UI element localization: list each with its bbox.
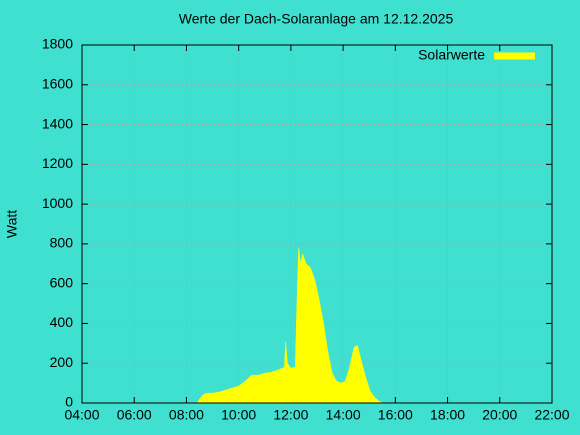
x-tick-label: 16:00	[378, 407, 413, 423]
area	[196, 247, 384, 404]
x-tick-label: 08:00	[169, 407, 204, 423]
y-tick-label: 400	[50, 314, 74, 330]
x-tick-label: 10:00	[221, 407, 256, 423]
y-tick-label: 1000	[42, 195, 73, 211]
y-tick-label: 1800	[42, 36, 73, 52]
legend-label: Solarwerte	[418, 47, 485, 63]
x-tick-label: 22:00	[534, 407, 569, 423]
y-axis-label: Watt	[4, 210, 20, 238]
chart-title: Werte der Dach-Solaranlage am 12.12.2025	[179, 11, 454, 27]
y-tick-label: 1400	[42, 115, 73, 131]
y-tick-label: 0	[65, 394, 73, 410]
x-tick-label: 20:00	[482, 407, 517, 423]
y-tick-label: 600	[50, 274, 74, 290]
y-tick-label: 1200	[42, 155, 73, 171]
x-tick-label: 06:00	[117, 407, 152, 423]
x-tick-label: 12:00	[273, 407, 308, 423]
y-tick-label: 800	[50, 235, 74, 251]
y-tick-label: 200	[50, 354, 74, 370]
x-tick-label: 04:00	[64, 407, 99, 423]
x-tick-label: 14:00	[326, 407, 361, 423]
plot-border	[81, 44, 553, 404]
y-tick-label: 1600	[42, 75, 73, 91]
x-tick-label: 18:00	[430, 407, 465, 423]
